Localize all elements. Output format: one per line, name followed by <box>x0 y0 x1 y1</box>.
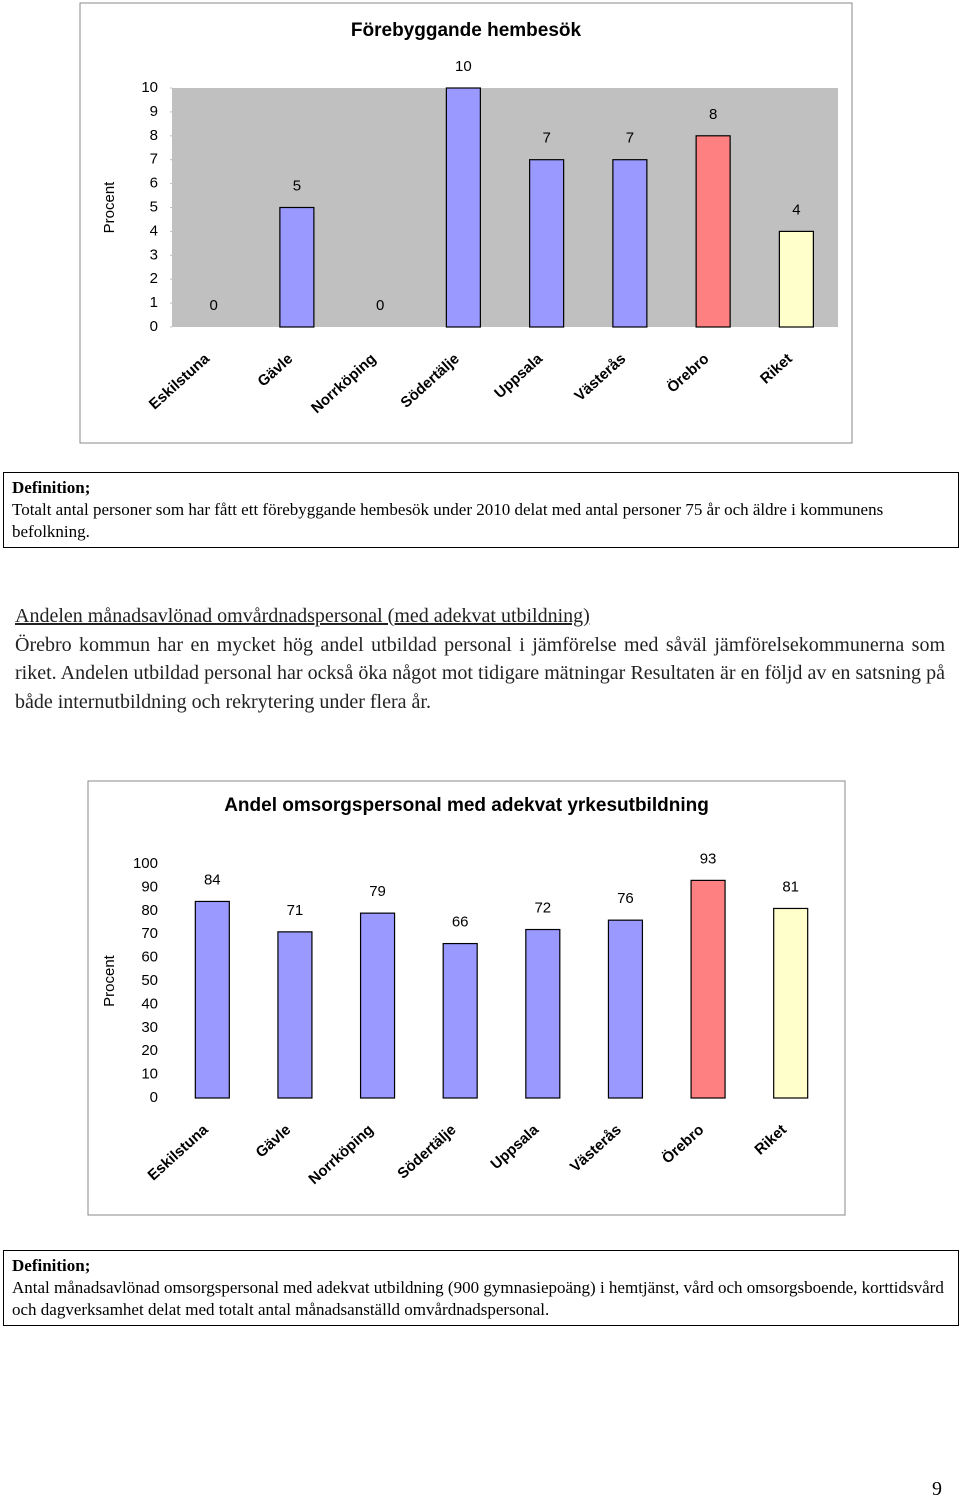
y-tick-label: 100 <box>133 855 158 872</box>
y-tick-label: 10 <box>141 1066 158 1083</box>
y-tick-label: 6 <box>150 175 158 192</box>
value-label: 93 <box>700 850 717 867</box>
bar <box>773 907 809 1099</box>
bar <box>778 230 814 328</box>
plot-area <box>171 864 832 1098</box>
chart-title: Andel omsorgspersonal med adekvat yrkesu… <box>224 795 709 816</box>
value-label: 7 <box>542 130 550 147</box>
value-label: 5 <box>293 177 301 194</box>
y-tick-label: 30 <box>141 1019 158 1036</box>
value-label: 8 <box>709 106 717 123</box>
bar <box>279 206 315 328</box>
y-axis-label: Procent <box>101 181 118 234</box>
bar <box>359 912 396 1099</box>
bar <box>690 879 726 1099</box>
y-tick-label: 7 <box>150 151 158 168</box>
bar <box>194 900 230 1099</box>
value-label: 76 <box>617 890 634 907</box>
definition: Definition; Antal månadsavlönad omsorgsp… <box>3 1250 959 1326</box>
y-tick-label: 80 <box>141 902 158 919</box>
value-label: 79 <box>369 883 386 900</box>
definition-heading: Definition; <box>12 1256 91 1275</box>
bar <box>445 87 481 328</box>
bar <box>277 931 313 1099</box>
y-tick-label: 70 <box>141 925 158 942</box>
value-label: 81 <box>782 878 799 895</box>
y-tick-label: 4 <box>150 222 158 239</box>
value-label: 72 <box>534 899 551 916</box>
chart: Andel omsorgspersonal med adekvat yrkesu… <box>87 780 846 1216</box>
value-label: 7 <box>626 130 634 147</box>
bar <box>529 159 565 328</box>
plot-area <box>172 88 838 327</box>
bar <box>607 919 644 1099</box>
value-label: 0 <box>209 297 217 314</box>
value-label: 84 <box>204 871 221 888</box>
y-axis-label: Procent <box>101 954 118 1007</box>
y-tick-label: 10 <box>141 79 158 96</box>
y-tick-label: 0 <box>150 318 158 335</box>
bar <box>442 942 478 1099</box>
definition-text: Antal månadsavlönad omsorgspersonal med … <box>12 1278 944 1319</box>
definition: Definition; Totalt antal personer som ha… <box>3 472 959 548</box>
y-tick-label: 40 <box>141 995 158 1012</box>
bar <box>612 159 648 328</box>
y-tick-label: 9 <box>150 103 158 120</box>
chart-title: Förebyggande hembesök <box>351 20 582 41</box>
bar <box>695 135 731 328</box>
section-heading: Andelen månadsavlönad omvårdnadspersonal… <box>15 605 590 627</box>
y-tick-label: 2 <box>150 270 158 287</box>
y-tick-label: 5 <box>150 198 158 215</box>
y-tick-label: 20 <box>141 1042 158 1059</box>
y-tick-label: 60 <box>141 949 158 966</box>
y-tick-label: 3 <box>150 246 158 263</box>
value-label: 71 <box>287 902 304 919</box>
definition-text: Totalt antal personer som har fått ett f… <box>12 500 884 541</box>
value-label: 4 <box>792 201 800 218</box>
chart: Förebyggande hembesök Procent 0 1 2 3 4 5 6 7 8 9 10… <box>79 2 853 444</box>
y-tick-label: 50 <box>141 972 158 989</box>
value-label: 66 <box>452 914 469 931</box>
section: Andelen månadsavlönad omvårdnadspersonal… <box>15 602 945 716</box>
value-label: 10 <box>455 58 472 75</box>
y-tick-label: 0 <box>150 1089 158 1106</box>
y-tick-label: 1 <box>150 294 158 311</box>
section-text: Örebro kommun har en mycket hög andel ut… <box>15 633 945 713</box>
page-number: 9 <box>932 1478 942 1500</box>
y-tick-label: 8 <box>150 127 158 144</box>
bar <box>525 928 561 1099</box>
y-tick-label: 90 <box>141 878 158 895</box>
value-label: 0 <box>376 297 384 314</box>
definition-heading: Definition; <box>12 478 91 497</box>
